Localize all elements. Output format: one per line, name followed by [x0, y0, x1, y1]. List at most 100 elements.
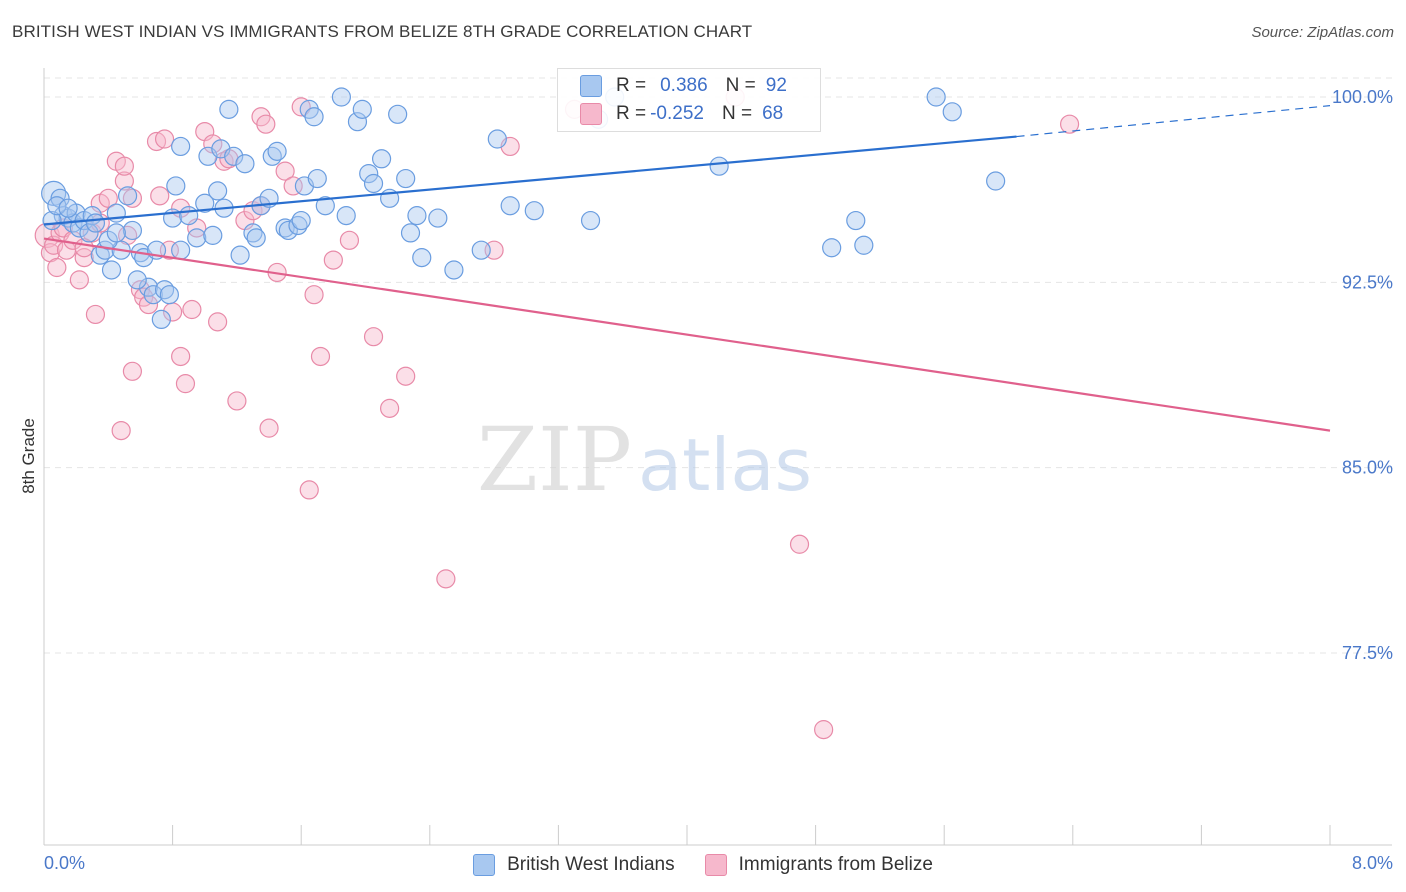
- data-point: [396, 366, 416, 386]
- data-point: [154, 129, 175, 149]
- legend-row-blue: R = 0.386 N = 92: [580, 73, 787, 99]
- data-point: [98, 230, 118, 250]
- data-point: [942, 102, 962, 122]
- data-point: [85, 304, 106, 325]
- correlation-legend: R = 0.386 N = 92 R = -0.252 N = 68: [557, 68, 821, 132]
- chart-title: BRITISH WEST INDIAN VS IMMIGRANTS FROM B…: [12, 22, 753, 41]
- data-point: [150, 186, 170, 206]
- legend-item-british-west-indians[interactable]: British West Indians: [473, 854, 675, 876]
- series-british-west-indians: [41, 87, 1006, 329]
- data-point: [171, 136, 191, 157]
- data-point: [146, 131, 167, 152]
- axes: [43, 68, 1392, 846]
- data-point: [487, 129, 507, 149]
- data-point: [98, 188, 118, 208]
- legend-swatch-pink: [704, 854, 727, 876]
- data-point: [175, 374, 196, 394]
- data-point: [275, 161, 295, 181]
- data-point: [256, 114, 276, 134]
- data-point: [363, 327, 384, 347]
- data-point: [315, 196, 335, 216]
- legend-n-value: 68: [762, 103, 784, 124]
- data-point: [436, 569, 456, 589]
- data-point: [524, 201, 544, 221]
- legend-item-immigrants-from-belize[interactable]: Immigrants from Belize: [704, 854, 933, 876]
- data-point: [143, 285, 163, 305]
- data-point: [138, 294, 159, 315]
- legend-n-label: N =: [721, 103, 753, 124]
- data-point: [1059, 114, 1080, 134]
- data-point: [304, 285, 324, 305]
- legend-n-label: N =: [725, 75, 756, 96]
- data-point: [278, 220, 298, 241]
- data-point: [371, 149, 392, 169]
- series-legend: British West Indians Immigrants from Bel…: [0, 852, 1406, 878]
- y-tick-label: 77.5%: [1342, 643, 1393, 663]
- data-point: [352, 99, 372, 119]
- data-point: [926, 87, 946, 107]
- data-point: [331, 87, 351, 107]
- data-point: [822, 238, 842, 258]
- legend-swatch-pink: [580, 103, 602, 125]
- trend-lines: [43, 105, 1331, 432]
- y-tick-label: 85.0%: [1342, 458, 1393, 478]
- watermark: ZIP atlas: [477, 408, 812, 511]
- data-point: [789, 534, 810, 554]
- data-point: [47, 257, 67, 278]
- data-point: [235, 154, 255, 174]
- data-point: [363, 173, 384, 194]
- data-point: [151, 309, 171, 329]
- data-point: [195, 193, 215, 213]
- data-point: [471, 240, 491, 260]
- trend-line-pink: [43, 237, 1331, 432]
- data-point: [259, 418, 279, 438]
- data-point: [208, 312, 228, 332]
- data-point: [267, 141, 287, 161]
- data-point: [227, 391, 247, 411]
- data-point: [208, 181, 228, 201]
- data-point: [101, 260, 122, 280]
- data-point: [114, 156, 134, 176]
- data-point: [111, 421, 131, 441]
- data-point: [171, 346, 191, 367]
- data-point: [224, 146, 244, 166]
- data-point: [299, 480, 319, 500]
- trend-line-blue-extension: [1016, 105, 1331, 138]
- legend-r-label: R =: [616, 75, 647, 96]
- data-point: [359, 164, 379, 184]
- data-point: [846, 210, 866, 231]
- x-tick-label-max: 8.0%: [1352, 853, 1393, 873]
- data-point: [182, 299, 202, 320]
- data-point: [58, 198, 78, 218]
- watermark-atlas: atlas: [638, 423, 812, 507]
- data-point: [428, 208, 448, 228]
- data-point: [219, 99, 239, 119]
- data-point: [336, 206, 356, 226]
- data-point: [69, 270, 89, 290]
- data-point: [323, 250, 343, 270]
- data-point: [106, 223, 126, 243]
- data-point: [291, 97, 311, 117]
- data-point: [85, 213, 106, 233]
- data-point: [187, 228, 207, 248]
- data-point: [500, 196, 520, 216]
- data-point: [814, 720, 834, 740]
- data-point: [122, 220, 143, 241]
- x-tick-label-min: 0.0%: [44, 853, 85, 873]
- legend-r-value: -0.252: [650, 103, 704, 124]
- legend-r-value: 0.386: [660, 75, 708, 96]
- data-point: [179, 206, 199, 226]
- data-point: [230, 245, 250, 265]
- data-point: [307, 168, 327, 189]
- data-point: [166, 176, 186, 196]
- source-label: Source: ZipAtlas.com: [1251, 24, 1394, 41]
- data-point: [339, 230, 360, 250]
- x-ticks: [43, 825, 1331, 845]
- data-point: [407, 206, 427, 226]
- watermark-zip: ZIP: [477, 408, 632, 511]
- data-point: [47, 196, 67, 216]
- legend-r-label: R =: [616, 103, 647, 124]
- data-point: [444, 260, 464, 280]
- data-point: [854, 235, 874, 255]
- legend-swatch-blue: [580, 75, 602, 97]
